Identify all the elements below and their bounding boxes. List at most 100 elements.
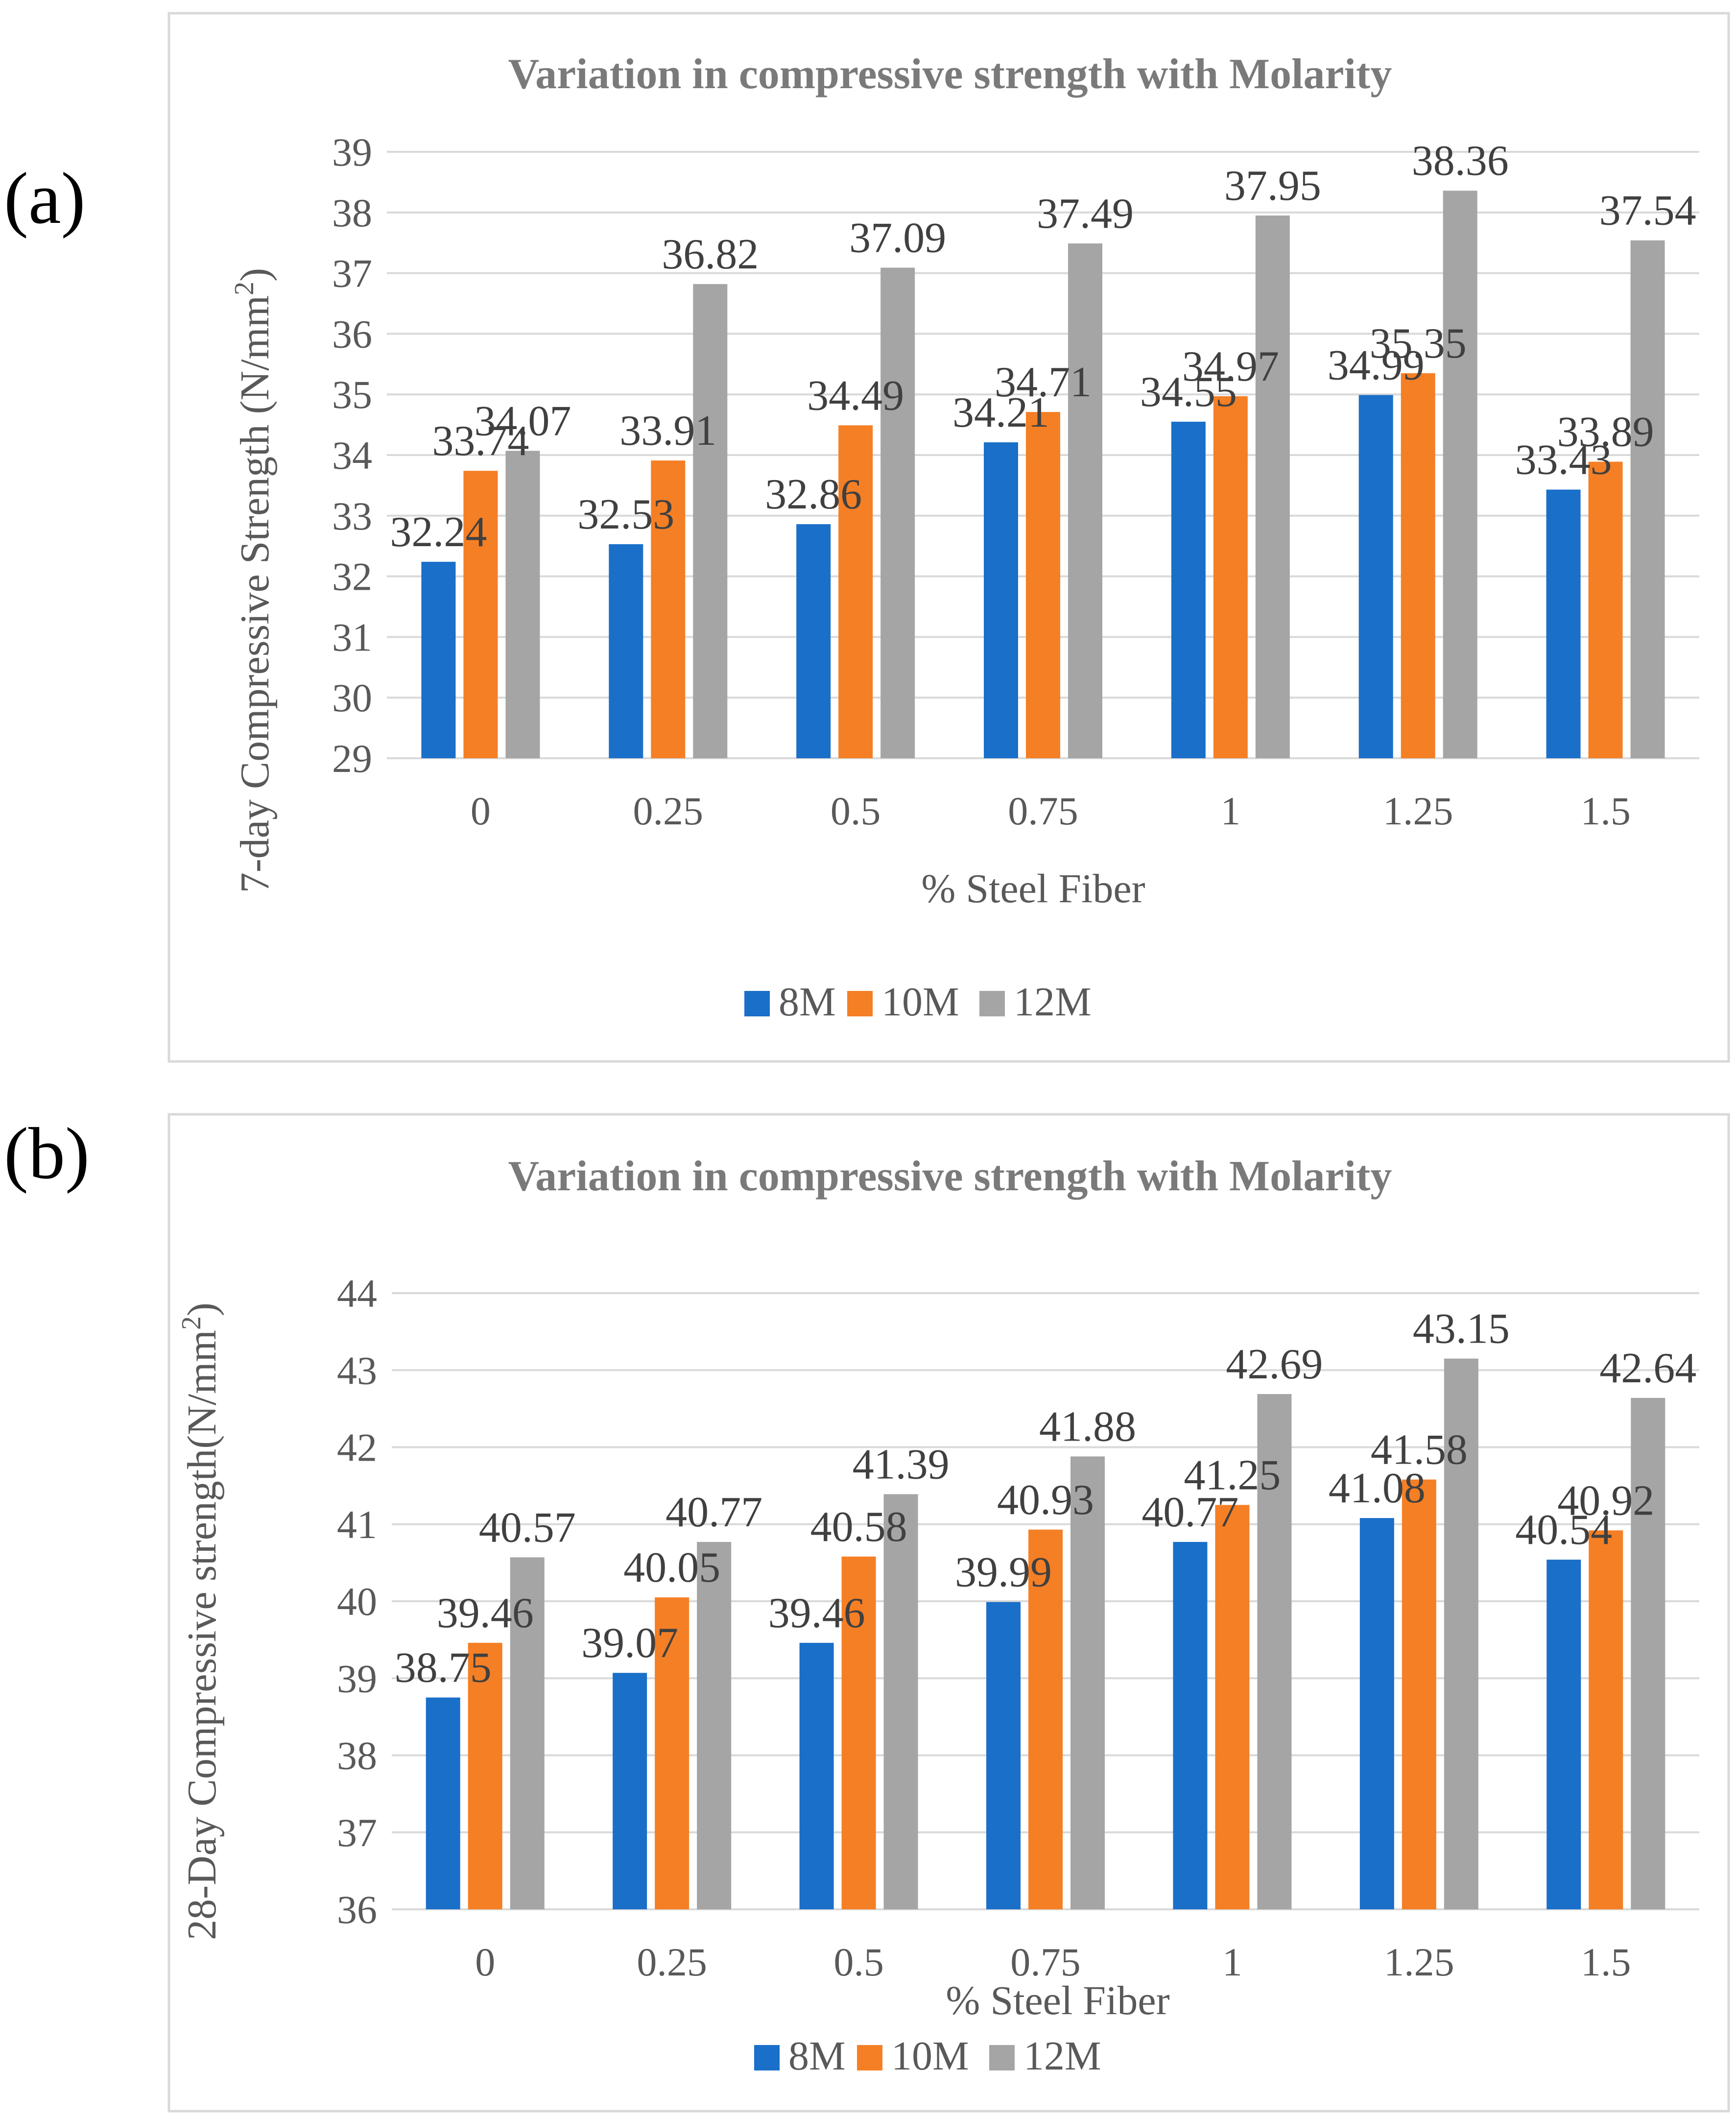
chart-a-bar-12m xyxy=(693,284,728,758)
chart-a-x-tick-label: 0.5 xyxy=(831,789,881,833)
chart-b-x-tick-label: 0.25 xyxy=(637,1940,707,1984)
chart-a-y-tick-label: 33 xyxy=(332,494,372,538)
chart-a-data-label: 37.54 xyxy=(1599,187,1696,235)
chart-b-bar-8m xyxy=(1546,1560,1581,1909)
chart-b-legend-label-10m: 10M xyxy=(891,2033,969,2079)
chart-a-y-tick-label: 30 xyxy=(332,675,372,720)
chart-b-bar-12m xyxy=(1444,1358,1478,1909)
chart-a-bar-10m xyxy=(1213,396,1248,758)
chart-a-data-label: 34.71 xyxy=(995,359,1092,406)
panel-a: (a) Variation in compressive strength wi… xyxy=(4,12,1730,1063)
chart-a-bar-8m xyxy=(796,524,831,758)
chart-b-y-tick-label: 41 xyxy=(337,1502,377,1547)
chart-b-y-tick-label: 42 xyxy=(337,1425,377,1470)
chart-a-y-tick-label: 34 xyxy=(332,433,372,478)
chart-a-x-tick-label: 1 xyxy=(1220,789,1240,833)
chart-a-data-label: 35.35 xyxy=(1370,320,1467,367)
chart-b-plot: 36 37 38 39 40 41 42 43 44 38.75 39.07 39.46 39.99 40… xyxy=(337,1271,1699,1984)
chart-a-data-label: 32.24 xyxy=(390,508,487,556)
chart-a-bar-8m xyxy=(1171,421,1206,758)
chart-a-legend-label-10m: 10M xyxy=(881,979,959,1025)
chart-b-bar-10m xyxy=(1402,1479,1436,1909)
chart-a-bar-8m xyxy=(984,442,1018,758)
chart-b-bar-8m xyxy=(1173,1541,1208,1909)
chart-a-data-label: 32.53 xyxy=(577,491,674,538)
chart-b-y-tick-label: 38 xyxy=(337,1733,377,1778)
chart-b-data-label: 41.39 xyxy=(853,1441,950,1488)
chart-b-bar-12m xyxy=(697,1541,732,1909)
chart-b-bar-8m xyxy=(1359,1518,1394,1909)
chart-a-data-label: 33.91 xyxy=(619,407,716,455)
chart-b-data-label: 40.58 xyxy=(810,1503,907,1551)
chart-a-data-label: 34.07 xyxy=(474,397,571,445)
chart-b-bar-10m xyxy=(655,1597,690,1909)
chart-b-data-label: 40.92 xyxy=(1557,1477,1654,1524)
chart-b-data-label: 41.25 xyxy=(1184,1451,1281,1499)
chart-a-bar-10m xyxy=(1588,461,1623,758)
chart-a-bar-10m xyxy=(1401,373,1435,758)
chart-a-data-label: 34.99 xyxy=(1328,341,1425,389)
chart-b-bar-12m xyxy=(1631,1397,1665,1909)
chart-b-data-label: 42.64 xyxy=(1599,1345,1696,1392)
chart-b-x-tick-label: 1.25 xyxy=(1384,1940,1454,1984)
chart-a-title: Variation in compressive strength with M… xyxy=(508,50,1392,98)
chart-a-data-label: 37.49 xyxy=(1037,190,1134,238)
chart-b-bar-8m xyxy=(426,1697,460,1909)
chart-a-bar-8m xyxy=(1546,489,1581,758)
chart-a-bar-12m xyxy=(880,267,915,758)
chart-a-x-tick-label: 0.25 xyxy=(633,789,704,833)
chart-a-y-tick-label: 38 xyxy=(332,191,372,235)
chart-b-data-label: 40.54 xyxy=(1515,1506,1612,1554)
chart-b-bar-10m xyxy=(1028,1529,1063,1909)
chart-a-bar-12m xyxy=(1255,215,1290,758)
chart-a-y-tick-label: 39 xyxy=(332,130,372,174)
chart-b-data-label: 39.07 xyxy=(581,1619,678,1667)
chart-b-data-label: 40.77 xyxy=(666,1489,762,1536)
chart-b-legend-label-8m: 8M xyxy=(788,2033,846,2079)
chart-a-data-label: 33.89 xyxy=(1557,409,1654,456)
chart-a-x-tick-label: 0 xyxy=(471,789,491,833)
chart-a-legend-swatch-12m xyxy=(979,991,1005,1016)
chart-b-data-label: 39.99 xyxy=(955,1549,1052,1596)
chart-a-bar-10m xyxy=(1026,412,1060,758)
chart-b-bar-8m xyxy=(986,1602,1021,1909)
chart-b-data-label: 41.88 xyxy=(1039,1403,1136,1450)
chart-b-data-label: 40.57 xyxy=(479,1504,576,1551)
chart-a-x-tick-label: 1.5 xyxy=(1580,789,1631,833)
chart-b-title: Variation in compressive strength with M… xyxy=(508,1153,1392,1200)
chart-a-bar-12m xyxy=(1443,191,1477,759)
chart-b-bar-10m xyxy=(468,1642,502,1909)
chart-a-bar-10m xyxy=(651,460,686,758)
chart-a-bar-8m xyxy=(421,561,456,758)
chart-a-bar-12m xyxy=(505,451,540,758)
chart-a-y-tick-label: 37 xyxy=(332,251,372,296)
chart-a-bar-12m xyxy=(1630,240,1665,758)
chart-b-legend-swatch-10m xyxy=(857,2045,882,2070)
chart-b-x-tick-label: 0.75 xyxy=(1010,1940,1081,1984)
chart-b-x-tick-label: 1 xyxy=(1222,1940,1242,1984)
chart-b-y-tick-label: 44 xyxy=(337,1271,377,1316)
chart-b-data-label: 40.05 xyxy=(623,1544,720,1591)
chart-b-legend-swatch-8m xyxy=(754,2045,780,2070)
panel-a-label: (a) xyxy=(4,158,85,239)
chart-b-x-tick-label: 1.5 xyxy=(1581,1940,1631,1984)
chart-a-data-label: 32.86 xyxy=(765,471,862,518)
chart-a-data-label: 38.36 xyxy=(1412,137,1509,185)
chart-b-bar-10m xyxy=(841,1556,876,1909)
chart-a-data-label: 34.97 xyxy=(1182,343,1279,390)
chart-a-y-tick-label: 36 xyxy=(332,312,372,356)
chart-b-y-tick-label: 39 xyxy=(337,1656,377,1701)
chart-b-x-tick-label: 0 xyxy=(475,1940,495,1984)
chart-a-y-axis-title: 7-day Compressive Strength (N/mm2) xyxy=(229,268,278,893)
chart-b-bar-12m xyxy=(1257,1394,1292,1909)
chart-b-data-label: 38.75 xyxy=(395,1644,492,1692)
chart-b-data-label: 41.58 xyxy=(1371,1426,1468,1474)
chart-a-bar-8m xyxy=(1358,395,1393,758)
chart-b-bar-8m xyxy=(613,1673,647,1909)
chart-a-data-label: 33.74 xyxy=(432,417,529,465)
chart-b-data-label: 42.69 xyxy=(1226,1341,1323,1388)
chart-b-legend-swatch-12m xyxy=(989,2045,1015,2070)
chart-a-y-tick-label: 32 xyxy=(332,554,372,599)
panel-b: (b) Variation in compressive strength wi… xyxy=(4,1113,1730,2113)
